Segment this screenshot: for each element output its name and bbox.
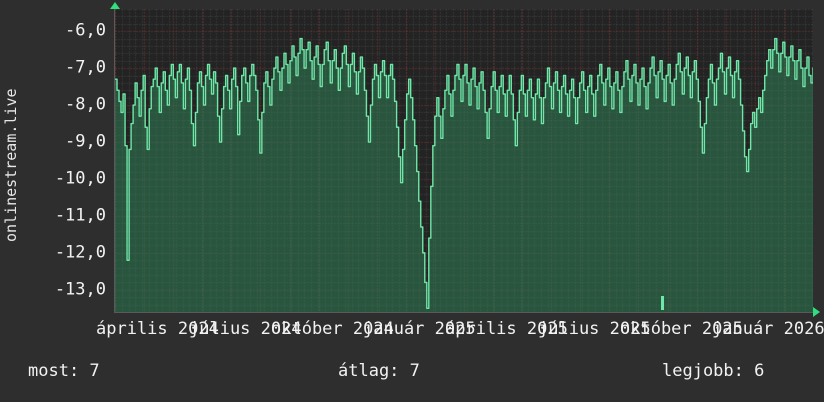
x-axis-tick-labels: április 2024 július 2024 október 2024 januá…	[0, 318, 824, 342]
y-axis-title: onlinestream.live	[2, 88, 20, 242]
legend: most: 7 átlag: 7 legjobb: 6	[0, 360, 824, 394]
plot-area[interactable]	[114, 9, 813, 313]
x-axis-tick-label: október 2025	[620, 319, 743, 339]
y-axis-tick-label: -8,0	[65, 94, 106, 115]
x-axis-tick-label: október 2024	[271, 319, 394, 339]
y-axis-tick-label: -6,0	[65, 20, 106, 41]
y-axis-tick-labels: -6,0 -7,0 -8,0 -9,0 -10,0 -11,0 -12,0 -13,0	[26, 0, 110, 315]
y-axis-tick-label: -11,0	[54, 205, 106, 226]
y-axis-tick-label: -13,0	[54, 279, 106, 300]
triangle-up-icon	[110, 2, 120, 9]
x-axis-tick-label: július 2025	[538, 319, 651, 339]
y-axis-tick-label: -9,0	[65, 131, 106, 152]
y-axis-tick-label: -10,0	[54, 168, 106, 189]
y-axis-tick-label: -12,0	[54, 242, 106, 263]
x-axis-tick-label: január 2026	[712, 319, 824, 339]
x-axis-tick-label: január 2025	[363, 319, 476, 339]
legend-average: átlag: 7	[338, 361, 420, 381]
current-value-marker-icon	[660, 296, 664, 310]
legend-now: most: 7	[28, 361, 100, 381]
x-axis-tick-label: április 2025	[445, 319, 568, 339]
y-axis-tick-label: -7,0	[65, 57, 106, 78]
x-axis-tick-label: április 2024	[96, 319, 219, 339]
triangle-right-icon	[813, 307, 820, 317]
data-series-line	[115, 37, 813, 312]
legend-best: legjobb: 6	[662, 361, 765, 381]
x-axis-tick-label: július 2024	[189, 319, 302, 339]
